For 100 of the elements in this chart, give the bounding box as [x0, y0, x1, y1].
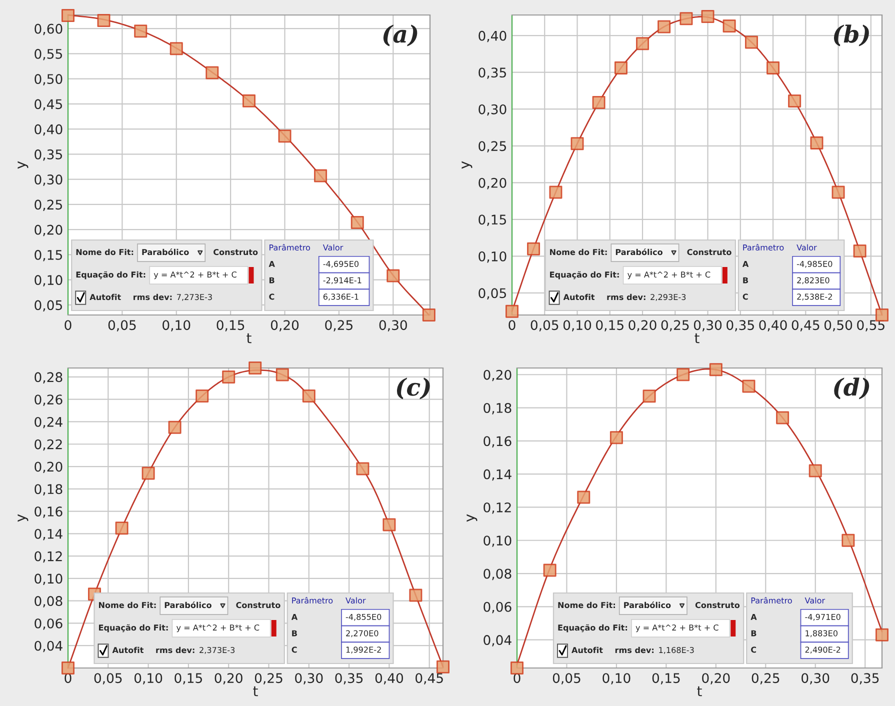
point: [97, 14, 110, 28]
annotation: 2,293E-3: [650, 294, 686, 301]
point: [134, 24, 148, 38]
y-axis-title: y: [462, 161, 472, 169]
x-tick-label: 0,20: [702, 673, 730, 684]
x-tick-label: 0,15: [174, 673, 202, 684]
x-tick-label: 0: [64, 320, 72, 330]
point: [810, 136, 824, 150]
x-tick-label: 0,45: [416, 673, 443, 684]
y-tick-label: 0,04: [484, 635, 512, 646]
annotation: Parâmetro: [743, 244, 784, 251]
annotation: Parabólico: [164, 602, 212, 608]
annotation: A: [291, 614, 298, 620]
point: [382, 518, 396, 532]
x-tick-label: 0,40: [759, 320, 787, 332]
annotation: C: [269, 294, 274, 300]
y-tick-label: 0,25: [478, 141, 506, 152]
annotation: Nome do Fit:: [550, 248, 607, 256]
x-tick-label: 0: [508, 320, 516, 330]
y-tick-label: 0,60: [34, 24, 62, 36]
point: [676, 368, 690, 382]
annotation: Nome do Fit:: [98, 602, 156, 608]
annotation: Nome do Fit:: [558, 602, 615, 608]
annotation: A: [750, 614, 757, 620]
y-tick-label: 0,16: [34, 506, 62, 518]
point: [61, 8, 75, 22]
point: [722, 20, 736, 33]
y-tick-label: 0,12: [34, 551, 62, 563]
y-tick-label: 0,10: [34, 574, 62, 585]
point: [505, 304, 519, 318]
y-tick-label: 0,30: [478, 104, 506, 116]
annotation: Valor: [796, 244, 817, 251]
y-tick-label: 0,26: [34, 394, 62, 406]
annotation: Construto: [687, 248, 732, 256]
annotation: rms dev:: [134, 294, 172, 300]
point: [776, 411, 790, 424]
point: [206, 66, 219, 80]
annotation: (d): [834, 378, 870, 400]
annotation: Valor: [804, 597, 826, 604]
x-tick-label: 0,10: [162, 320, 190, 332]
x-tick-label: 0,20: [214, 673, 242, 684]
point: [658, 20, 671, 34]
annotation: 1,992E-2: [346, 646, 381, 654]
x-tick-label: 0,10: [134, 673, 162, 684]
annotation: Autofit: [563, 294, 595, 300]
x-tick-label: 0,05: [530, 320, 558, 332]
annotation: Construto: [214, 248, 258, 256]
annotation: B: [743, 277, 748, 284]
x-tick-label: 0,05: [552, 673, 580, 684]
point: [788, 94, 802, 108]
point: [278, 130, 292, 143]
annotation: rms dev:: [156, 646, 194, 654]
annotation: 6,336E-1: [323, 294, 358, 301]
y-tick-label: 0,24: [34, 416, 62, 428]
point: [875, 628, 889, 642]
y-tick-label: 0,06: [34, 618, 62, 630]
x-tick-label: 0,25: [254, 673, 282, 684]
y-tick-label: 0,05: [478, 288, 506, 300]
x-tick-label: 0,05: [108, 320, 136, 332]
point: [577, 490, 590, 504]
y-tick-label: 0,22: [34, 439, 62, 451]
x-tick-label: 0,25: [752, 673, 780, 684]
y-axis-title: y: [466, 514, 478, 522]
y-tick-label: 0,16: [484, 436, 512, 448]
annotation: Valor: [322, 244, 344, 251]
annotation: C: [751, 646, 756, 653]
y-tick-label: 0,14: [484, 469, 512, 481]
annotation: Equação do Fit:: [558, 624, 628, 632]
point: [808, 464, 822, 478]
annotation: y = A*t^2 + B*t + C: [176, 624, 260, 632]
point: [61, 661, 75, 675]
point: [276, 368, 289, 382]
annotation: (c): [396, 378, 430, 400]
y-tick-label: 0,10: [484, 536, 512, 547]
point: [610, 431, 623, 444]
annotation: 1,168E-3: [659, 646, 694, 654]
annotation: 1,883E0: [806, 630, 838, 638]
y-tick-label: 0,14: [34, 528, 62, 540]
annotation: Parâmetro: [751, 596, 792, 604]
x-tick-label: 0: [64, 673, 72, 684]
point: [842, 534, 855, 547]
x-tick-label: 0,15: [652, 673, 680, 684]
x-tick-label: 0,35: [335, 673, 363, 684]
x-tick-label: 0,15: [216, 320, 244, 332]
point: [436, 660, 450, 674]
x-axis-title: t: [694, 333, 700, 344]
y-tick-label: 0,15: [478, 214, 506, 226]
annotation: Valor: [346, 597, 366, 604]
point: [302, 389, 316, 402]
annotation: -4,985E0: [796, 260, 832, 268]
y-tick-label: 0,50: [34, 74, 62, 86]
point: [196, 389, 209, 402]
annotation: Parabólico: [624, 602, 671, 608]
point: [527, 242, 540, 256]
point: [701, 10, 714, 23]
y-tick-label: 0,15: [34, 250, 62, 262]
point: [314, 169, 328, 182]
annotation: B: [269, 277, 274, 284]
point: [742, 380, 756, 393]
point: [570, 137, 584, 150]
